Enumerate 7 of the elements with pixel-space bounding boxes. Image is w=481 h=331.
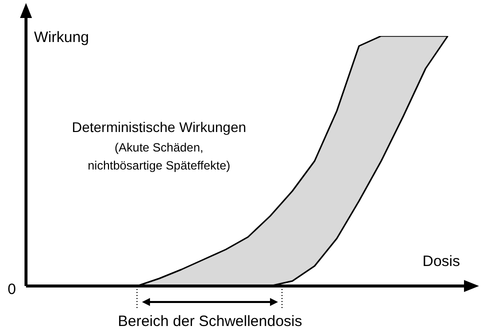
annotation: (Akute Schäden, [114, 140, 204, 154]
annotation: nichtbösartige Späteffekte) [88, 158, 230, 172]
text: Bereich der Schwellendosis [118, 313, 302, 330]
y-axis-title: Wirkung [34, 29, 90, 46]
text: 0 [8, 281, 16, 298]
x-axis-title: Dosis [422, 253, 460, 270]
annotation: Deterministische Wirkungen [72, 118, 246, 135]
